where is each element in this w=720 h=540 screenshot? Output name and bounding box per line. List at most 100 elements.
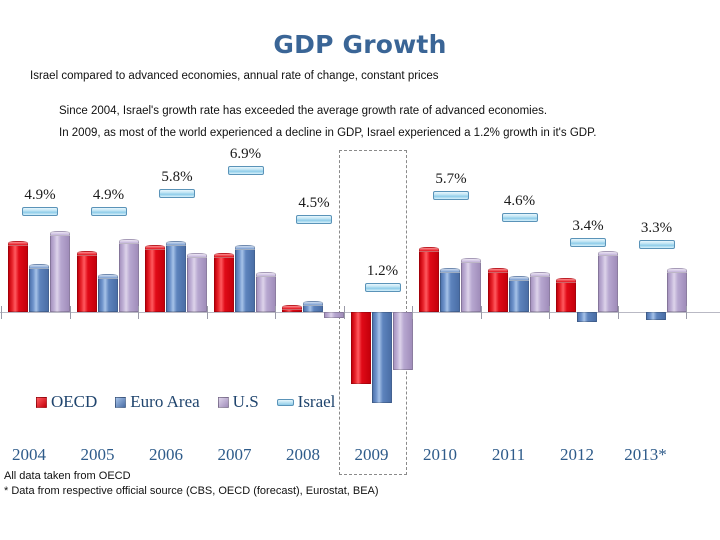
legend-item-euro-area[interactable]: Euro Area bbox=[115, 392, 200, 412]
x-axis-label-2007: 2007 bbox=[217, 445, 252, 464]
page-title: GDP Growth bbox=[273, 30, 447, 59]
bar-cap bbox=[50, 230, 70, 236]
bar-cap bbox=[487, 267, 508, 273]
bar-cap bbox=[419, 247, 439, 253]
data-label-israel-2004: 4.9% bbox=[24, 187, 56, 204]
x-axis-label-2005: 2005 bbox=[80, 445, 115, 464]
legend-swatch-oecd bbox=[36, 396, 47, 408]
bar-cap bbox=[598, 251, 618, 257]
axis-tick bbox=[686, 306, 687, 319]
bar-cap bbox=[282, 304, 302, 310]
x-axis-label-2013: 2013* bbox=[624, 445, 667, 464]
axis-tick bbox=[343, 306, 345, 319]
bar-cap bbox=[529, 271, 550, 277]
legend-label-oecd: OECD bbox=[51, 392, 98, 411]
footer-line-1: All data taken from OECD bbox=[4, 470, 131, 482]
chart-legend: OECD Euro Area U.S Israel bbox=[36, 390, 335, 414]
axis-tick bbox=[480, 306, 482, 319]
bar-oecd-2005 bbox=[76, 251, 97, 312]
israel-marker-2010 bbox=[433, 190, 469, 200]
bar-oecd-2012 bbox=[556, 278, 576, 312]
bar-cap bbox=[187, 253, 207, 259]
israel-marker-2009 bbox=[364, 283, 401, 293]
bar-euro-2011 bbox=[508, 276, 529, 312]
legend-label-israel: Israel bbox=[297, 392, 336, 411]
chart-subtitle: Israel compared to advanced economies, a… bbox=[30, 70, 439, 82]
bar-us-2011 bbox=[529, 271, 550, 312]
data-label-israel-2006: 5.8% bbox=[161, 168, 193, 185]
bar-oecd-2008 bbox=[282, 304, 302, 312]
bar-us-2008 bbox=[324, 312, 344, 319]
bar-us-2006 bbox=[187, 253, 207, 312]
bar-oecd-2010 bbox=[419, 247, 439, 312]
bar-euro-2008 bbox=[303, 300, 323, 312]
bar-euro-2005 bbox=[97, 273, 118, 312]
x-axis-label-2011: 2011 bbox=[491, 445, 526, 464]
bar-cap bbox=[213, 253, 234, 259]
legend-label-euro-area: Euro Area bbox=[130, 392, 200, 411]
bar-cap bbox=[303, 300, 323, 306]
legend-item-oecd[interactable]: OECD bbox=[36, 392, 97, 412]
bar-cap bbox=[440, 267, 460, 273]
bar-cap bbox=[461, 257, 481, 263]
bar-us-2007 bbox=[255, 271, 276, 312]
legend-item-israel[interactable]: Israel bbox=[276, 392, 336, 412]
data-label-israel-2007: 6.9% bbox=[229, 145, 262, 162]
israel-marker-2007 bbox=[227, 165, 264, 175]
bar-cap bbox=[76, 251, 97, 257]
israel-marker-2008 bbox=[296, 215, 332, 225]
bar-oecd-2004 bbox=[8, 241, 28, 312]
bar-oecd-2011 bbox=[487, 267, 508, 312]
israel-marker-2011 bbox=[501, 213, 538, 223]
bar-cap bbox=[508, 276, 529, 282]
bar-cap bbox=[8, 241, 28, 247]
axis-tick bbox=[206, 306, 208, 319]
bar-cap bbox=[97, 273, 118, 279]
israel-marker-2005 bbox=[90, 207, 127, 217]
axis-tick bbox=[412, 306, 413, 319]
bullet-line-1: Since 2004, Israel's growth rate has exc… bbox=[59, 105, 548, 117]
legend-label-us: U.S bbox=[232, 392, 259, 411]
bar-us-2012 bbox=[598, 251, 618, 312]
legend-item-us[interactable]: U.S bbox=[217, 392, 259, 412]
bar-cap bbox=[556, 278, 576, 284]
bar-euro-2013 bbox=[645, 312, 666, 321]
data-label-israel-2009: 1.2% bbox=[366, 263, 399, 280]
bullet-line-2: In 2009, as most of the world experience… bbox=[59, 127, 597, 139]
israel-marker-2004 bbox=[22, 207, 58, 217]
x-axis-label-2004: 2004 bbox=[12, 445, 46, 464]
data-label-israel-2010: 5.7% bbox=[435, 170, 467, 187]
bar-oecd-2007 bbox=[213, 253, 234, 312]
data-label-israel-2011: 4.6% bbox=[503, 193, 536, 210]
axis-tick bbox=[617, 306, 619, 319]
bar-cap bbox=[166, 241, 186, 247]
israel-marker-2013 bbox=[638, 240, 675, 250]
footer-line-2: * Data from respective official source (… bbox=[4, 485, 379, 497]
data-label-israel-2008: 4.5% bbox=[298, 195, 330, 212]
data-label-israel-2012: 3.4% bbox=[572, 217, 604, 234]
bar-euro-2010 bbox=[440, 267, 460, 312]
bar-us-2005 bbox=[118, 238, 139, 312]
axis-tick bbox=[275, 306, 276, 319]
bar-cap bbox=[234, 245, 255, 251]
bar-oecd-2006 bbox=[145, 245, 165, 312]
bar-us-2004 bbox=[50, 230, 70, 312]
x-axis-label-2008: 2008 bbox=[286, 445, 320, 464]
axis-tick bbox=[549, 306, 550, 319]
data-label-israel-2005: 4.9% bbox=[92, 187, 125, 204]
legend-swatch-us bbox=[217, 396, 229, 408]
bar-euro-2004 bbox=[29, 263, 49, 312]
bar-cap bbox=[145, 245, 165, 251]
legend-swatch-israel bbox=[276, 398, 294, 406]
bar-euro-2012 bbox=[577, 312, 597, 323]
bar-euro-2009 bbox=[371, 312, 392, 403]
bar-cap bbox=[118, 238, 139, 244]
bar-euro-2007 bbox=[234, 245, 255, 312]
israel-marker-2012 bbox=[570, 237, 606, 247]
bar-euro-2006 bbox=[166, 241, 186, 312]
x-axis-label-2009: 2009 bbox=[354, 445, 389, 464]
legend-swatch-euro-area bbox=[115, 396, 127, 408]
axis-tick bbox=[1, 306, 2, 319]
bar-us-2013 bbox=[666, 267, 687, 312]
